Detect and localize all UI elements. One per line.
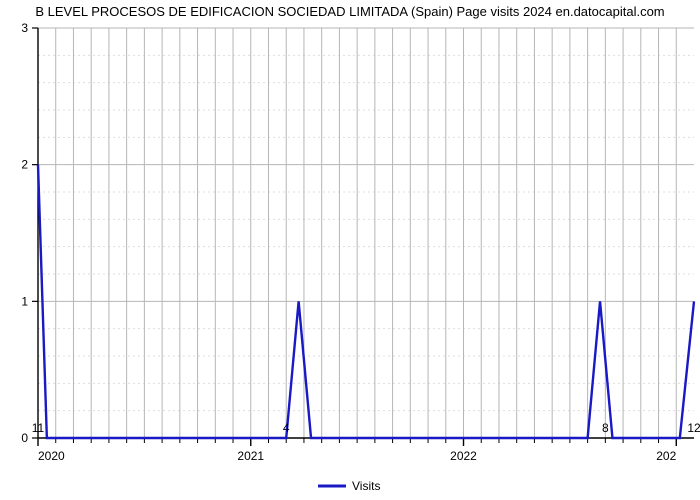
point-label: 12 — [687, 421, 700, 435]
legend-label: Visits — [352, 479, 380, 493]
visits-chart: 0123202020212022202114812Visits — [0, 0, 700, 500]
x-tick-label: 2022 — [450, 449, 477, 463]
point-label: 8 — [602, 421, 609, 435]
y-tick-label: 3 — [21, 21, 28, 35]
point-label: 11 — [32, 421, 45, 435]
x-tick-label: 202 — [656, 449, 676, 463]
x-tick-label: 2021 — [237, 449, 264, 463]
chart-title: B LEVEL PROCESOS DE EDIFICACION SOCIEDAD… — [0, 4, 700, 19]
point-label: 4 — [283, 421, 290, 435]
y-tick-label: 2 — [21, 158, 28, 172]
y-tick-label: 0 — [21, 431, 28, 445]
y-tick-label: 1 — [21, 294, 28, 308]
x-tick-label: 2020 — [38, 449, 65, 463]
